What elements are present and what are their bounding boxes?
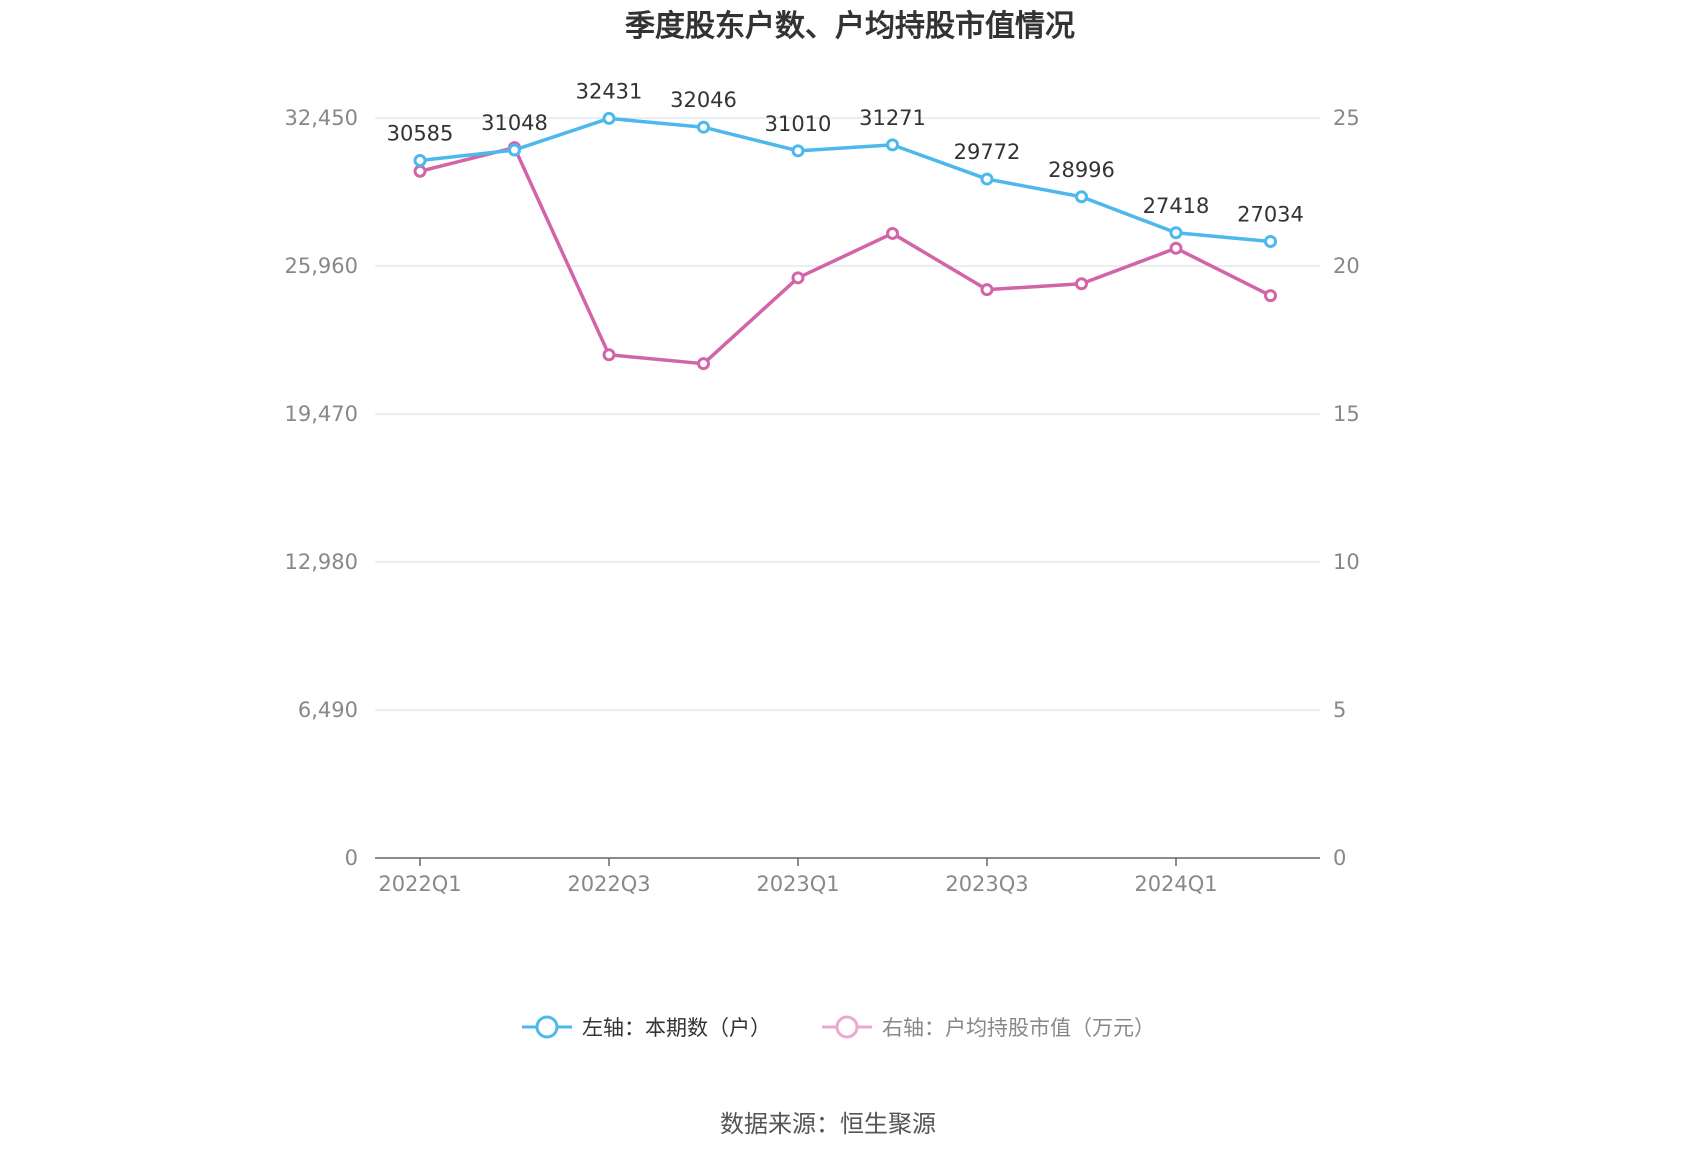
data-point[interactable] — [980, 172, 994, 186]
left-tick-label: 0 — [345, 846, 358, 870]
left-axis: 0 6,490 12,980 19,470 25,960 32,450 — [285, 106, 358, 870]
series-line — [419, 116, 1271, 244]
data-point[interactable] — [1075, 190, 1088, 204]
right-tick-label: 20 — [1333, 254, 1360, 278]
left-tick-label: 32,450 — [285, 106, 358, 130]
data-point[interactable] — [886, 226, 899, 240]
chart-title: 季度股东户数、户均持股市值情况 — [625, 9, 1075, 44]
data-point[interactable] — [1264, 289, 1277, 303]
data-point[interactable] — [791, 271, 805, 285]
series-shareholder-count — [413, 111, 1277, 249]
data-source: 数据来源：恒生聚源 — [720, 1110, 936, 1138]
data-point[interactable] — [1264, 235, 1277, 249]
data-label: 31271 — [859, 106, 926, 130]
data-point[interactable] — [1075, 277, 1088, 291]
left-tick-label: 25,960 — [285, 254, 358, 278]
data-point[interactable] — [413, 164, 427, 178]
data-point[interactable] — [413, 154, 427, 168]
data-point[interactable] — [1169, 226, 1183, 240]
legend-item-right[interactable]: 右轴：户均持股市值（万元） — [822, 1015, 1155, 1040]
data-label: 27034 — [1237, 203, 1304, 227]
data-label: 29772 — [954, 140, 1021, 164]
data-point[interactable] — [697, 120, 710, 134]
data-point[interactable] — [980, 283, 994, 297]
data-label: 31048 — [481, 111, 548, 135]
left-tick-label: 6,490 — [298, 698, 358, 722]
grid-lines — [375, 117, 1320, 711]
right-tick-label: 10 — [1333, 550, 1360, 574]
data-point[interactable] — [602, 111, 616, 125]
legend-label-left: 左轴：本期数（户） — [582, 1016, 771, 1040]
series-line — [419, 145, 1272, 366]
series-avg-holding-value — [413, 141, 1277, 371]
left-tick-label: 12,980 — [285, 550, 358, 574]
x-tick-label: 2022Q3 — [567, 872, 650, 896]
x-tick-label: 2024Q1 — [1134, 872, 1217, 896]
data-label: 32431 — [576, 79, 643, 103]
left-tick-label: 19,470 — [285, 402, 358, 426]
data-point[interactable] — [697, 357, 710, 371]
data-label: 31010 — [765, 112, 832, 136]
data-point[interactable] — [886, 138, 899, 152]
data-point[interactable] — [1169, 241, 1183, 255]
right-tick-label: 15 — [1333, 402, 1360, 426]
data-point[interactable] — [602, 348, 616, 362]
data-labels: 30585 31048 32431 32046 31010 31271 29772 28996… — [387, 79, 1304, 226]
data-point[interactable] — [508, 143, 521, 157]
right-axis: 0 5 10 15 20 25 — [1333, 106, 1360, 870]
x-axis: 2022Q1 2022Q3 2023Q1 2023Q3 2024Q1 — [375, 857, 1320, 896]
data-label: 32046 — [670, 88, 737, 112]
legend-item-left[interactable]: 左轴：本期数（户） — [522, 1015, 771, 1040]
x-tick-label: 2023Q1 — [756, 872, 839, 896]
x-tick-label: 2023Q3 — [945, 872, 1028, 896]
data-label: 28996 — [1048, 158, 1115, 182]
x-tick-label: 2022Q1 — [378, 872, 461, 896]
right-tick-label: 25 — [1333, 106, 1360, 130]
right-tick-label: 0 — [1333, 846, 1346, 870]
data-point[interactable] — [791, 144, 805, 158]
legend: 左轴：本期数（户） 右轴：户均持股市值（万元） — [522, 1015, 1155, 1040]
data-label: 27418 — [1143, 194, 1210, 218]
legend-label-right: 右轴：户均持股市值（万元） — [882, 1016, 1155, 1040]
right-tick-label: 5 — [1333, 698, 1346, 722]
data-label: 30585 — [387, 122, 454, 146]
